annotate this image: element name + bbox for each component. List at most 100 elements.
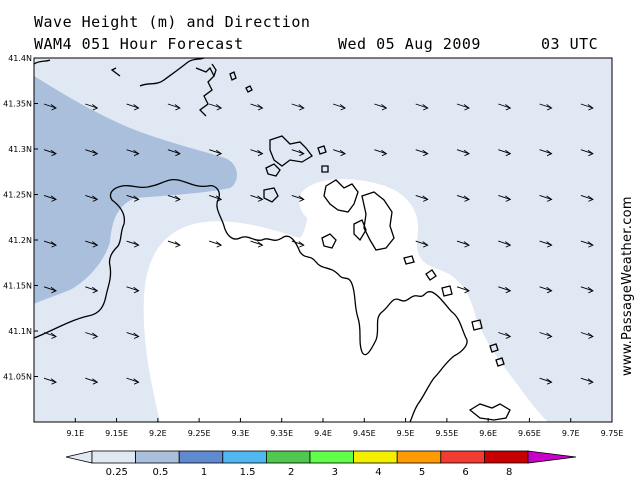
wave-arrow — [539, 332, 552, 337]
wave-arrowhead — [215, 241, 223, 248]
wave-arrowhead — [133, 104, 140, 111]
lat-tick-label: 41.35N — [3, 100, 32, 109]
lon-tick-label: 9.3E — [232, 429, 250, 438]
legend-swatch — [396, 450, 442, 464]
wave-arrowhead — [381, 104, 388, 111]
lon-tick-label: 9.65E — [518, 429, 541, 438]
wave-arrow — [580, 240, 594, 246]
wave-arrowhead — [257, 195, 264, 202]
legend-label: 2 — [288, 467, 294, 478]
wave-arrow — [85, 332, 98, 337]
wave-arrow — [415, 194, 428, 200]
lat-tick-label: 41.05N — [3, 373, 32, 382]
wave-arrow — [126, 286, 139, 292]
wave-arrowhead — [587, 378, 594, 385]
wave-arrowhead — [133, 286, 140, 294]
lat-tick-label: 41.1N — [8, 327, 32, 336]
lat-tick-label: 41.15N — [3, 282, 32, 291]
lon-tick-label: 9.4E — [314, 429, 332, 438]
legend-label: 0.25 — [106, 467, 128, 478]
wave-arrow — [539, 286, 552, 292]
legend-label: 1 — [201, 467, 207, 478]
lon-tick-label: 9.45E — [353, 429, 376, 438]
wave-arrowhead — [50, 286, 57, 294]
wave-arrowhead — [463, 286, 470, 294]
wave-arrowhead — [257, 149, 264, 157]
wave-arrow — [539, 149, 552, 155]
wave-arrowhead — [505, 104, 512, 111]
wave-arrow — [209, 194, 222, 200]
wave-arrowhead — [339, 149, 347, 157]
legend-swatch — [309, 450, 354, 464]
island-e — [321, 165, 329, 173]
island-n — [489, 343, 499, 353]
wave-arrow — [167, 103, 181, 109]
wave-arrowhead — [422, 104, 429, 111]
wave-arrow — [209, 103, 222, 109]
wave-arrow — [250, 149, 263, 155]
wave-arrowhead — [174, 104, 181, 111]
wave-arrowhead — [92, 332, 99, 339]
wave-arrow — [126, 194, 139, 200]
wave-arrow — [539, 240, 552, 246]
legend-label: 6 — [462, 467, 468, 478]
calm-patch — [299, 179, 384, 228]
wave-arrow — [456, 286, 470, 292]
wave-arrowhead — [546, 104, 553, 111]
forecast-date: Wed 05 Aug 2009 — [338, 35, 481, 53]
wave-arrow — [580, 149, 594, 155]
island-b — [265, 163, 281, 177]
lon-tick-label: 9.35E — [270, 429, 293, 438]
wave-arrowhead — [215, 104, 223, 111]
wave-arrow — [498, 286, 511, 292]
wave-arrow — [209, 149, 222, 155]
wave-arrowhead — [298, 241, 305, 248]
wave-arrow — [43, 149, 57, 155]
island-r — [245, 85, 253, 93]
wave-arrow — [43, 240, 57, 246]
lon-tick-label: 9.75E — [601, 429, 624, 438]
island-c — [263, 187, 279, 203]
wave-arrowhead — [546, 241, 553, 248]
legend-label: 0.5 — [152, 467, 168, 478]
wave-arrow — [43, 103, 57, 109]
wave-arrow — [85, 286, 98, 292]
wave-arrow — [167, 149, 181, 155]
latitude-ticks: 41.05N 41.1N 41.15N 41.2N 41.25N 41.3N 41.35N 4… — [3, 54, 38, 382]
wave-arrow — [126, 332, 139, 337]
wave-arrowhead — [215, 195, 223, 202]
lon-tick-label: 9.55E — [435, 429, 458, 438]
wave-arrowhead — [463, 241, 470, 248]
wave-arrowhead — [257, 241, 264, 248]
sea-mid-band — [34, 76, 237, 304]
island-o — [495, 357, 505, 367]
wave-arrowhead — [50, 149, 57, 157]
island-d — [317, 145, 327, 155]
wave-arrowhead — [505, 149, 512, 157]
wave-arrowhead — [546, 378, 553, 385]
forecast-time: 03 UTC — [541, 35, 599, 53]
wave-arrow — [85, 194, 98, 200]
wave-arrowhead — [298, 149, 305, 157]
legend-swatch — [353, 450, 398, 464]
wave-arrowhead — [257, 104, 264, 111]
wave-arrowhead — [587, 332, 594, 339]
wave-arrowhead — [50, 332, 57, 339]
wave-arrowhead — [174, 241, 181, 248]
island-p — [468, 403, 511, 421]
wave-arrow — [250, 194, 263, 200]
wave-arrow — [539, 194, 552, 200]
lat-tick-label: 41.3N — [8, 145, 32, 154]
wave-arrowhead — [505, 286, 512, 294]
wave-arrowhead — [463, 149, 470, 157]
legend-swatch — [135, 450, 180, 464]
wave-arrow — [456, 103, 470, 109]
island-q — [229, 71, 237, 81]
wave-arrowhead — [587, 241, 594, 248]
wave-arrowhead — [381, 149, 388, 157]
wave-arrowhead — [92, 241, 99, 248]
wave-arrowhead — [546, 195, 553, 202]
wave-arrowhead — [133, 149, 140, 157]
sardinia-coast — [33, 178, 468, 423]
wave-arrow — [374, 103, 387, 109]
